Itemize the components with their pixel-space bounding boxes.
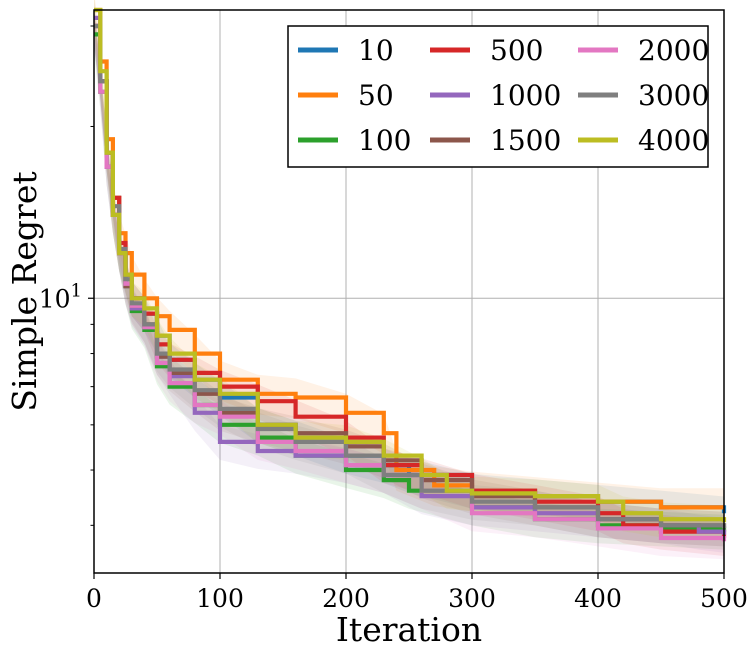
series-lines <box>94 7 727 542</box>
legend-label-50: 50 <box>358 79 394 112</box>
x-axis-label: Iteration <box>336 610 482 649</box>
x-tick-label: 100 <box>196 584 244 613</box>
series-band-2000 <box>94 9 724 560</box>
x-tick-label: 200 <box>322 584 370 613</box>
legend-label-500: 500 <box>490 34 543 67</box>
x-tick-label: 500 <box>700 584 748 613</box>
series-line-4000 <box>94 7 727 523</box>
axis-ticks: 0 100 200 300 400 500 101 <box>39 25 748 613</box>
legend-label-1500: 1500 <box>490 124 561 157</box>
legend-label-4000: 4000 <box>638 124 709 157</box>
legend-label-100: 100 <box>358 124 411 157</box>
x-tick-label: 300 <box>448 584 496 613</box>
legend-label-1000: 1000 <box>490 79 561 112</box>
legend-label-3000: 3000 <box>638 79 709 112</box>
x-tick-label: 0 <box>86 584 102 613</box>
legend-box <box>287 25 709 168</box>
legend-label-10: 10 <box>358 34 394 67</box>
plot-frame <box>93 9 725 574</box>
x-tick-label: 400 <box>574 584 622 613</box>
legend-label-2000: 2000 <box>638 34 709 67</box>
legend: 10 50 100 500 1000 1500 2000 3000 4000 <box>287 25 709 168</box>
series-band-4000 <box>94 0 724 541</box>
y-axis-label: Simple Regret <box>5 171 44 411</box>
y-tick-label: 101 <box>39 280 82 313</box>
